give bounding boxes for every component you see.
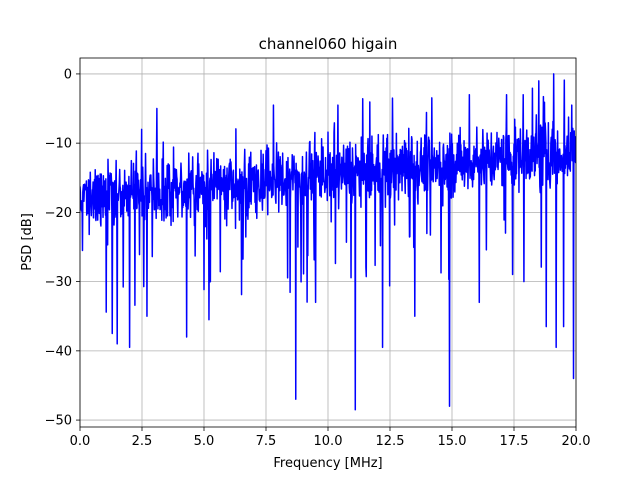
y-axis-label: PSD [dB]: [20, 213, 35, 271]
psd-series-line: [80, 73, 576, 411]
y-axis-ticks: 0 −10 −20 −30 −40 −50: [45, 67, 80, 429]
x-tick-label: 7.5: [256, 434, 277, 449]
x-tick-label: 15.0: [438, 434, 467, 449]
y-tick-label: −40: [45, 344, 72, 359]
x-tick-label: 10.0: [314, 434, 343, 449]
x-tick-label: 12.5: [376, 434, 405, 449]
y-tick-label: −30: [45, 275, 72, 290]
x-axis-ticks: 0.0 2.5 5.0 7.5 10.0 12.5 15.0 17.5 20.0: [70, 427, 591, 449]
x-tick-label: 20.0: [562, 434, 591, 449]
y-tick-label: −10: [45, 137, 72, 152]
x-tick-label: 5.0: [194, 434, 215, 449]
x-axis-label: Frequency [MHz]: [273, 456, 382, 471]
chart-title: channel060 higain: [259, 35, 398, 53]
y-tick-label: −20: [45, 206, 72, 221]
x-tick-label: 0.0: [70, 434, 91, 449]
grid: [79, 58, 577, 427]
y-tick-label: −50: [45, 414, 72, 429]
y-tick-label: 0: [64, 67, 72, 82]
x-tick-label: 2.5: [132, 434, 153, 449]
x-tick-label: 17.5: [500, 434, 529, 449]
series-layer: [80, 73, 576, 411]
